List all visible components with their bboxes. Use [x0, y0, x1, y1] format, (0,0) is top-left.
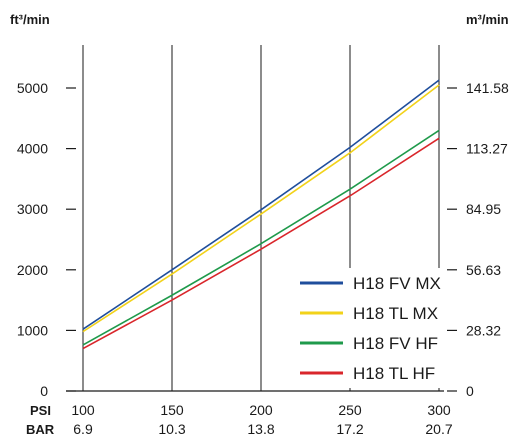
y-tick-label-left: 2000 [17, 262, 48, 278]
legend-background [290, 268, 445, 388]
x-tick-label-psi: 150 [160, 402, 184, 418]
labels-layer: ft³/min m³/min PSI BAR 100 6.9 150 10.3 200 1… [10, 12, 509, 437]
x-tick-label-bar: 6.9 [73, 421, 93, 437]
x-tick-label-bar: 13.8 [247, 421, 274, 437]
legend-label: H18 FV HF [353, 334, 438, 353]
y-tick-label-right: 113.27 [466, 141, 508, 157]
series-line [82, 129, 440, 346]
legend: H18 FV MX H18 TL MX H18 FV HF H18 TL HF [290, 268, 445, 388]
y-tick-label-left: 4000 [17, 141, 48, 157]
series-line [82, 79, 440, 330]
y-tick-label-left: 0 [40, 383, 48, 399]
x-tick-label-bar: 10.3 [158, 421, 185, 437]
y-tick-label-left: 5000 [17, 80, 48, 96]
y-tick-label-left: 3000 [17, 201, 48, 217]
series-line [82, 84, 440, 333]
legend-label: H18 TL HF [353, 364, 435, 383]
right-unit-label: m³/min [466, 12, 509, 27]
x-tick-label-bar: 17.2 [336, 421, 363, 437]
y-tick-label-right: 0 [466, 383, 474, 399]
legend-label: H18 FV MX [353, 274, 441, 293]
y-tick-label-right: 84.95 [466, 201, 501, 217]
y-tick-label-right: 56.63 [466, 262, 501, 278]
x-tick-label-psi: 300 [427, 402, 451, 418]
y-tick-label-left: 1000 [17, 322, 48, 338]
left-unit-label: ft³/min [10, 12, 50, 27]
x-tick-label-bar: 20.7 [425, 421, 452, 437]
x-tick-label-psi: 250 [338, 402, 362, 418]
x-tick-label-psi: 100 [71, 402, 95, 418]
x-tick-label-psi: 200 [249, 402, 273, 418]
axes-layer [66, 87, 457, 392]
x-psi-label: PSI [30, 403, 51, 418]
y-tick-label-right: 141.58 [466, 80, 509, 96]
series-layer [82, 79, 440, 350]
y-tick-label-right: 28.32 [466, 322, 501, 338]
legend-label: H18 TL MX [353, 304, 438, 323]
x-bar-label: BAR [26, 422, 55, 437]
series-line [82, 137, 440, 350]
